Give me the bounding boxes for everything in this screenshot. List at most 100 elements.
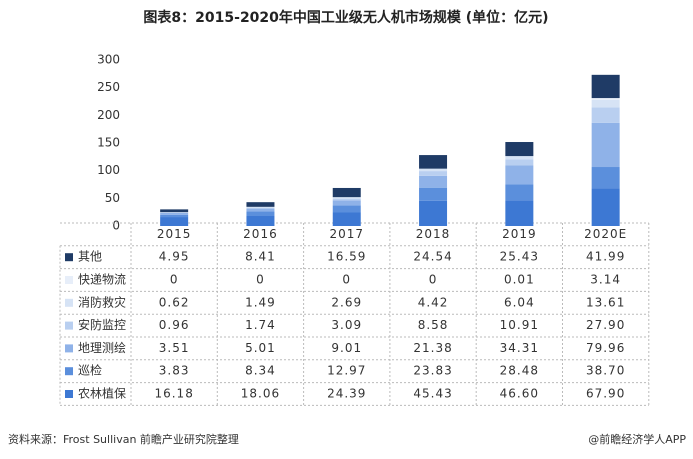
bar-segment xyxy=(160,217,189,226)
table-value: 13.61 xyxy=(586,295,625,309)
legend-label: 快递物流 xyxy=(78,273,126,287)
x-tick-label: 2020E xyxy=(584,227,627,241)
table-value: 45.43 xyxy=(413,387,452,401)
legend-label: 消防救灾 xyxy=(78,294,126,309)
bar-segment xyxy=(332,200,361,206)
y-tick-label: 150 xyxy=(97,136,120,150)
bar-segment xyxy=(419,168,448,172)
table-value: 41.99 xyxy=(586,250,625,264)
bar-segment xyxy=(246,208,275,212)
bar-segment xyxy=(505,200,534,226)
bar-segment xyxy=(505,184,534,201)
legend-swatch xyxy=(65,298,73,307)
table-value: 79.96 xyxy=(586,341,625,355)
bar-segment xyxy=(332,197,361,199)
legend-swatch xyxy=(65,321,73,330)
table-value: 24.54 xyxy=(413,250,452,264)
bar-segment xyxy=(332,205,361,213)
table-value: 3.09 xyxy=(331,318,362,332)
table-value: 3.51 xyxy=(159,341,190,355)
y-tick-label: 250 xyxy=(97,80,120,94)
x-tick-label: 2018 xyxy=(416,227,451,241)
table-value: 27.90 xyxy=(586,318,625,332)
bar-segment xyxy=(505,142,534,157)
table-value: 16.18 xyxy=(154,387,193,401)
legend-swatch xyxy=(65,390,73,398)
y-tick-label: 300 xyxy=(97,53,120,67)
table-value: 0.01 xyxy=(504,273,535,287)
table-value: 3.14 xyxy=(590,273,621,287)
bar-segment xyxy=(505,159,534,166)
table-value: 4.95 xyxy=(159,250,190,264)
bar-segment xyxy=(419,200,448,226)
bar-segment xyxy=(160,212,189,215)
bar-segment xyxy=(505,156,534,160)
table-value: 28.48 xyxy=(500,364,539,378)
chart-title: 图表8：2015-2020年中国工业级无人机市场规模 (单位：亿元) xyxy=(143,9,548,26)
table-value: 0.62 xyxy=(159,295,190,309)
bar-segment xyxy=(160,209,189,213)
table-value: 9.01 xyxy=(331,341,362,355)
bar-segment xyxy=(419,155,448,169)
table-value: 34.31 xyxy=(500,341,539,355)
bar-segment xyxy=(505,165,534,185)
legend-swatch xyxy=(65,253,73,262)
table-value: 16.59 xyxy=(327,250,366,264)
bar-segment xyxy=(246,207,275,209)
table-value: 18.06 xyxy=(241,387,280,401)
bar-segment xyxy=(246,202,275,207)
bar-segment xyxy=(246,216,275,226)
bar-segment xyxy=(419,187,448,201)
table-value: 12.97 xyxy=(327,364,366,378)
bar-segment xyxy=(160,214,189,218)
x-tick-label: 2019 xyxy=(502,227,537,241)
table-value: 4.42 xyxy=(418,295,449,309)
y-tick-label: 50 xyxy=(105,191,120,205)
bar-segment xyxy=(591,98,620,100)
x-tick-label: 2015 xyxy=(157,227,192,241)
table-value: 3.83 xyxy=(159,364,190,378)
y-tick-label: 200 xyxy=(97,108,120,122)
bar-segment xyxy=(591,188,620,226)
bar-segment xyxy=(332,187,361,198)
x-tick-label: 2016 xyxy=(243,227,278,241)
table-value: 6.04 xyxy=(504,295,535,309)
table-value: 0 xyxy=(170,273,179,287)
source: 资料来源：Frost Sullivan 前瞻产业研究院整理 xyxy=(8,432,239,446)
legend-swatch xyxy=(65,344,73,353)
table-value: 21.38 xyxy=(413,341,452,355)
table-value: 0 xyxy=(342,273,351,287)
bar-segment xyxy=(246,211,275,217)
legend-label: 农林植保 xyxy=(78,386,126,401)
bar-segment xyxy=(419,175,448,188)
table-value: 0 xyxy=(256,273,265,287)
bar-segment xyxy=(591,167,620,189)
bar-segment xyxy=(332,198,361,201)
bar-segment xyxy=(419,171,448,176)
y-tick-label: 0 xyxy=(112,219,120,233)
table-value: 0.96 xyxy=(159,318,190,332)
table-value: 24.39 xyxy=(327,387,366,401)
table-value: 1.74 xyxy=(245,318,276,332)
table-value: 10.91 xyxy=(500,318,539,332)
table-value: 2.69 xyxy=(331,295,362,309)
legend-swatch xyxy=(65,367,73,376)
bar-segment xyxy=(246,206,275,208)
table-value: 8.58 xyxy=(418,318,449,332)
x-tick-label: 2017 xyxy=(329,227,364,241)
table-value: 8.34 xyxy=(245,364,276,378)
bar-segment xyxy=(332,212,361,226)
table-value: 67.90 xyxy=(586,387,625,401)
table-value: 23.83 xyxy=(413,364,452,378)
legend-label: 巡检 xyxy=(78,363,102,378)
table-value: 46.60 xyxy=(500,387,539,401)
y-tick-label: 100 xyxy=(97,163,120,177)
table-value: 25.43 xyxy=(500,250,539,264)
bar-segment xyxy=(160,212,189,213)
bar-segment xyxy=(591,74,620,99)
legend-label: 安防监控 xyxy=(78,317,126,332)
bar-segment xyxy=(591,99,620,108)
credit: @前瞻经济学人APP xyxy=(588,432,686,446)
table-value: 8.41 xyxy=(245,250,276,264)
